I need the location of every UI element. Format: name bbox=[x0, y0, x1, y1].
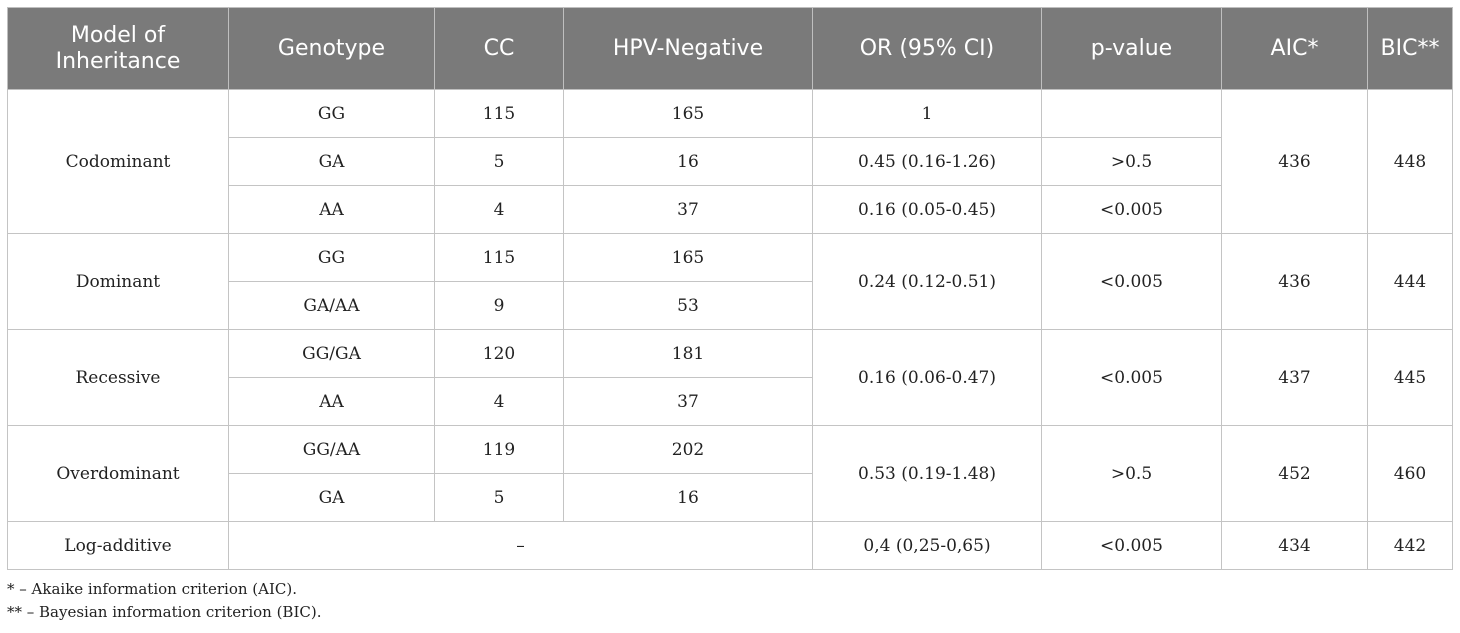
or-cell: 0,4 (0,25-0,65) bbox=[812, 521, 1042, 570]
bic-cell: 442 bbox=[1367, 521, 1453, 570]
hpv-cell: 16 bbox=[563, 137, 813, 186]
genotype-cell: AA bbox=[228, 185, 435, 234]
p-cell: <0.005 bbox=[1041, 185, 1222, 234]
bic-cell: 448 bbox=[1367, 89, 1453, 234]
genotype-cell: GG/GA bbox=[228, 329, 435, 378]
genotype-cell: GG bbox=[228, 233, 435, 282]
cc-cell: 9 bbox=[434, 281, 564, 330]
genotype-cell: AA bbox=[228, 377, 435, 426]
p-cell bbox=[1041, 89, 1222, 138]
header-cc: CC bbox=[434, 7, 564, 90]
cc-cell: 4 bbox=[434, 185, 564, 234]
cc-cell: 5 bbox=[434, 137, 564, 186]
cc-cell: 5 bbox=[434, 473, 564, 522]
p-cell: <0.005 bbox=[1041, 233, 1222, 330]
table-row: AA 4 37 bbox=[8, 377, 1453, 426]
model-cell: Recessive bbox=[7, 329, 229, 426]
genotype-cell: GA bbox=[228, 473, 435, 522]
model-cell: Overdominant bbox=[7, 425, 229, 522]
bic-cell: 445 bbox=[1367, 329, 1453, 426]
hpv-cell: 181 bbox=[563, 329, 813, 378]
or-cell: 0.45 (0.16-1.26) bbox=[812, 137, 1042, 186]
header-or: OR (95% CI) bbox=[812, 7, 1042, 90]
aic-cell: 437 bbox=[1221, 329, 1368, 426]
genotype-cell: GG/AA bbox=[228, 425, 435, 474]
header-hpv-negative: HPV-Negative bbox=[563, 7, 813, 90]
p-cell: >0.5 bbox=[1041, 137, 1222, 186]
table-row: Codominant GG 115 165 1 436 448 bbox=[7, 89, 1453, 234]
footnote-bic: ** – Bayesian information criterion (BIC… bbox=[7, 603, 322, 621]
footnotes: * – Akaike information criterion (AIC). … bbox=[7, 578, 321, 624]
cc-cell: 115 bbox=[434, 89, 564, 138]
inheritance-model-table: Model of Inheritance Genotype CC HPV-Neg… bbox=[7, 7, 1453, 570]
table-row: GA 5 16 bbox=[8, 473, 1453, 522]
table-row: Log-additive – 0,4 (0,25-0,65) <0.005 43… bbox=[7, 521, 1453, 570]
table-row: Recessive GG/GA 120 181 0.16 (0.06-0.47)… bbox=[7, 329, 1453, 426]
hpv-cell: 53 bbox=[563, 281, 813, 330]
hpv-cell: 165 bbox=[563, 89, 813, 138]
table-row: AA 4 37 0.16 (0.05-0.45) <0.005 bbox=[8, 185, 1453, 234]
genotype-cell: GG bbox=[228, 89, 435, 138]
footnote-aic: * – Akaike information criterion (AIC). bbox=[7, 580, 298, 598]
hpv-cell: 37 bbox=[563, 185, 813, 234]
aic-cell: 434 bbox=[1221, 521, 1368, 570]
header-row: Model of Inheritance Genotype CC HPV-Neg… bbox=[7, 7, 1453, 90]
model-cell: Log-additive bbox=[7, 521, 229, 570]
table-row: GA 5 16 0.45 (0.16-1.26) >0.5 bbox=[8, 137, 1453, 186]
or-cell: 0.16 (0.05-0.45) bbox=[812, 185, 1042, 234]
results-table-container: Model of Inheritance Genotype CC HPV-Neg… bbox=[7, 7, 1453, 570]
header-model: Model of Inheritance bbox=[7, 7, 229, 90]
aic-cell: 452 bbox=[1221, 425, 1368, 522]
model-cell: Codominant bbox=[7, 89, 229, 234]
genotype-cell: GA/AA bbox=[228, 281, 435, 330]
p-cell: <0.005 bbox=[1041, 329, 1222, 426]
cc-cell: 4 bbox=[434, 377, 564, 426]
or-cell: 0.16 (0.06-0.47) bbox=[812, 329, 1042, 426]
hpv-cell: 16 bbox=[563, 473, 813, 522]
cc-cell: 120 bbox=[434, 329, 564, 378]
header-genotype: Genotype bbox=[228, 7, 435, 90]
table-row: Overdominant GG/AA 119 202 0.53 (0.19-1.… bbox=[7, 425, 1453, 522]
p-cell: <0.005 bbox=[1041, 521, 1222, 570]
bic-cell: 444 bbox=[1367, 233, 1453, 330]
aic-cell: 436 bbox=[1221, 233, 1368, 330]
aic-cell: 436 bbox=[1221, 89, 1368, 234]
header-p-value: p-value bbox=[1041, 7, 1222, 90]
or-cell: 1 bbox=[812, 89, 1042, 138]
model-cell: Dominant bbox=[7, 233, 229, 330]
table-row: GA/AA 9 53 bbox=[8, 281, 1453, 330]
p-cell: >0.5 bbox=[1041, 425, 1222, 522]
or-cell: 0.53 (0.19-1.48) bbox=[812, 425, 1042, 522]
genotype-cell: GA bbox=[228, 137, 435, 186]
hpv-cell: 165 bbox=[563, 233, 813, 282]
table-row: Dominant GG 115 165 0.24 (0.12-0.51) <0.… bbox=[7, 233, 1453, 330]
header-bic: BIC** bbox=[1367, 7, 1453, 90]
cc-cell: 119 bbox=[434, 425, 564, 474]
hpv-cell: 37 bbox=[563, 377, 813, 426]
empty-span-cell: – bbox=[228, 521, 813, 570]
cc-cell: 115 bbox=[434, 233, 564, 282]
bic-cell: 460 bbox=[1367, 425, 1453, 522]
or-cell: 0.24 (0.12-0.51) bbox=[812, 233, 1042, 330]
hpv-cell: 202 bbox=[563, 425, 813, 474]
header-aic: AIC* bbox=[1221, 7, 1368, 90]
